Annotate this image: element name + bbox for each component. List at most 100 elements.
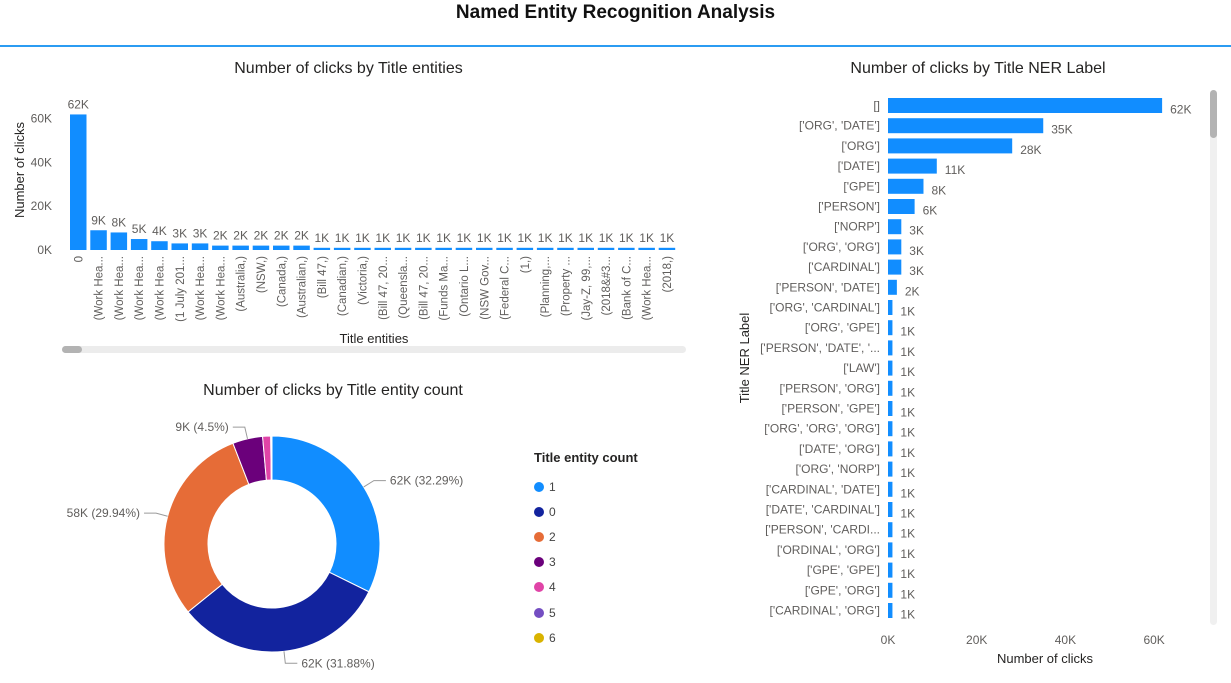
leader-line [363, 480, 386, 488]
donut-slice[interactable] [163, 442, 250, 613]
bar[interactable] [888, 441, 893, 457]
bar[interactable] [110, 232, 128, 250]
bar[interactable] [888, 603, 893, 618]
title-divider [0, 45, 1231, 47]
bar[interactable] [232, 245, 249, 250]
bar[interactable] [888, 360, 893, 376]
data-label: 1K [457, 231, 472, 245]
y-tick-label: 40K [31, 155, 52, 169]
x-tick-label: (Ontario L... [459, 256, 471, 317]
bar[interactable] [90, 230, 107, 250]
bar[interactable] [888, 340, 893, 356]
legend-label: 5 [549, 605, 556, 620]
bar[interactable] [888, 320, 893, 336]
bar-chart-title-entities[interactable]: 0K 20K 40K 60K Number of clicks 62K 0 9K (Work H… [0, 80, 700, 370]
bar[interactable] [888, 461, 893, 477]
bar[interactable] [888, 401, 893, 416]
bar[interactable] [496, 247, 513, 250]
x-tick-label: 20K [966, 633, 987, 647]
legend-item[interactable]: 3 [534, 550, 638, 575]
bar[interactable] [212, 245, 229, 250]
bar[interactable] [516, 247, 534, 250]
bar[interactable] [435, 247, 452, 250]
bar[interactable] [557, 247, 574, 250]
scrollbar-track[interactable] [62, 346, 686, 353]
bar[interactable] [313, 247, 331, 250]
bar[interactable] [70, 114, 87, 250]
bar[interactable] [888, 542, 893, 558]
legend-item[interactable]: 0 [534, 499, 638, 524]
slice-label: 9K (4.5%) [175, 420, 228, 434]
bar[interactable] [394, 247, 412, 250]
bar[interactable] [888, 481, 893, 497]
legend-item[interactable]: 4 [534, 575, 638, 600]
legend-item[interactable]: 1 [534, 474, 638, 499]
scrollbar-track[interactable] [1210, 90, 1217, 625]
hbar-chart-title: Number of clicks by Title NER Label [850, 60, 1106, 77]
x-tick-label: (Victoria,) [357, 256, 369, 305]
bar[interactable] [888, 199, 915, 214]
bar[interactable] [658, 247, 676, 250]
bar[interactable] [415, 247, 432, 250]
bar[interactable] [476, 247, 493, 250]
x-tick-label: 0 [73, 256, 85, 262]
bar[interactable] [888, 421, 893, 437]
category-label: ['PERSON', 'DATE'] [776, 280, 880, 294]
data-label: 8K [931, 183, 946, 197]
bar[interactable] [354, 247, 371, 250]
bar[interactable] [293, 245, 310, 250]
data-label: 1K [900, 527, 915, 541]
report-title: Named Entity Recognition Analysis [455, 2, 776, 23]
bar[interactable] [597, 247, 615, 250]
bar[interactable] [577, 247, 595, 250]
scrollbar-thumb[interactable] [1210, 90, 1217, 138]
bar[interactable] [252, 245, 270, 250]
bar[interactable] [888, 98, 1163, 113]
hbar-chart-ner-label[interactable]: [] 62K ['ORG', 'DATE'] 35K ['ORG'] 28K ['DATE'… [720, 80, 1231, 680]
bar[interactable] [171, 243, 189, 250]
bar[interactable] [536, 247, 554, 250]
bar[interactable] [151, 241, 168, 250]
bar[interactable] [888, 279, 897, 295]
legend-item[interactable]: 2 [534, 524, 638, 549]
legend-item[interactable]: 6 [534, 625, 638, 650]
bar[interactable] [888, 158, 937, 174]
legend-item[interactable]: 5 [534, 600, 638, 625]
bar[interactable] [374, 247, 392, 250]
data-label: 3K [909, 264, 924, 278]
bar[interactable] [888, 300, 893, 315]
data-label: 2K [254, 229, 269, 243]
x-tick-label: 40K [1055, 633, 1076, 647]
category-label: ['LAW'] [843, 361, 880, 375]
bar[interactable] [888, 380, 893, 396]
x-tick-label: (Bill 47, 20... [378, 256, 390, 320]
bar[interactable] [888, 138, 1013, 154]
legend-label: 2 [549, 529, 556, 544]
bar[interactable] [888, 219, 902, 235]
bar[interactable] [888, 259, 902, 275]
bar[interactable] [333, 247, 351, 250]
bar[interactable] [888, 239, 902, 255]
donut-slice[interactable] [187, 571, 370, 653]
bar[interactable] [130, 239, 148, 250]
bar[interactable] [888, 582, 893, 598]
bar[interactable] [618, 247, 635, 250]
bar[interactable] [273, 245, 290, 250]
bar[interactable] [888, 118, 1044, 134]
donut-chart-entity-count[interactable]: 62K (32.29%) 62K (31.88%) 58K (29.94%) 9K (… [0, 400, 530, 683]
category-label: ['PERSON', 'CARDI... [765, 523, 880, 537]
scrollbar-thumb[interactable] [62, 346, 82, 353]
x-tick-label: 60K [1143, 633, 1164, 647]
donut-slice[interactable] [271, 435, 381, 593]
bar[interactable] [888, 502, 893, 517]
legend-marker [534, 481, 544, 492]
bar[interactable] [888, 178, 924, 194]
bar[interactable] [888, 562, 893, 578]
donut-slice[interactable] [270, 435, 273, 481]
bar[interactable] [888, 522, 893, 538]
bar[interactable] [455, 247, 473, 250]
bar[interactable] [638, 247, 655, 250]
bar[interactable] [191, 243, 209, 250]
data-label: 3K [193, 226, 208, 240]
legend-marker [534, 531, 544, 542]
